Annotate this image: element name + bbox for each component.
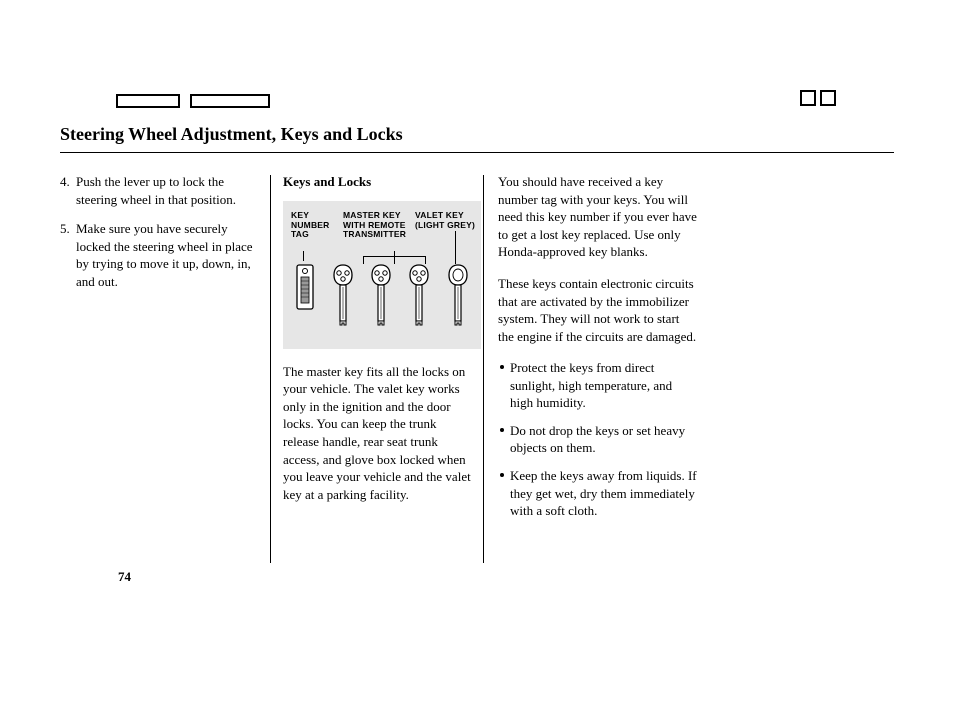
figure-connector — [455, 231, 456, 264]
bullet-text: Protect the keys from direct sunlight, h… — [510, 359, 698, 412]
key-tag-icon — [294, 263, 316, 331]
bullet-list: Protect the keys from direct sunlight, h… — [498, 359, 698, 519]
content-columns: 4. Push the lever up to lock the steerin… — [60, 173, 894, 567]
figure-label-master: MASTER KEY WITH REMOTE TRANSMITTER — [343, 211, 413, 240]
section-heading: Keys and Locks — [283, 173, 471, 191]
column-2: Keys and Locks KEY NUMBER TAG MASTER KEY… — [271, 173, 483, 567]
column-3: You should have received a key number ta… — [484, 173, 698, 567]
valet-key-icon — [446, 263, 470, 335]
step-number: 5. — [60, 220, 76, 290]
page-content: Steering Wheel Adjustment, Keys and Lock… — [60, 60, 894, 567]
step-item: 5. Make sure you have securely locked th… — [60, 220, 258, 290]
figure-label-valet: VALET KEY (LIGHT GREY) — [415, 211, 477, 231]
step-text: Push the lever up to lock the steering w… — [76, 173, 258, 208]
paragraph: You should have received a key number ta… — [498, 173, 698, 261]
step-text: Make sure you have securely locked the s… — [76, 220, 258, 290]
page-title: Steering Wheel Adjustment, Keys and Lock… — [60, 122, 894, 153]
bullet-text: Keep the keys away from liquids. If they… — [510, 467, 698, 520]
figure-label-tag: KEY NUMBER TAG — [291, 211, 341, 240]
step-item: 4. Push the lever up to lock the steerin… — [60, 173, 258, 208]
master-key-icon — [331, 263, 355, 335]
bullet-item: Keep the keys away from liquids. If they… — [498, 467, 698, 520]
bullet-item: Do not drop the keys or set heavy object… — [498, 422, 698, 457]
paragraph: These keys contain electronic circuits t… — [498, 275, 698, 345]
bullet-text: Do not drop the keys or set heavy object… — [510, 422, 698, 457]
bullet-item: Protect the keys from direct sunlight, h… — [498, 359, 698, 412]
step-number: 4. — [60, 173, 76, 208]
keys-figure: KEY NUMBER TAG MASTER KEY WITH REMOTE TR… — [283, 201, 481, 349]
page-number: 74 — [118, 568, 131, 586]
step-list: 4. Push the lever up to lock the steerin… — [60, 173, 258, 290]
master-key-icon — [407, 263, 431, 335]
paragraph: The master key fits all the locks on you… — [283, 363, 471, 503]
master-key-icon — [369, 263, 393, 335]
figure-connector — [303, 251, 304, 261]
column-1: 4. Push the lever up to lock the steerin… — [60, 173, 270, 567]
figure-items-row — [283, 263, 481, 335]
